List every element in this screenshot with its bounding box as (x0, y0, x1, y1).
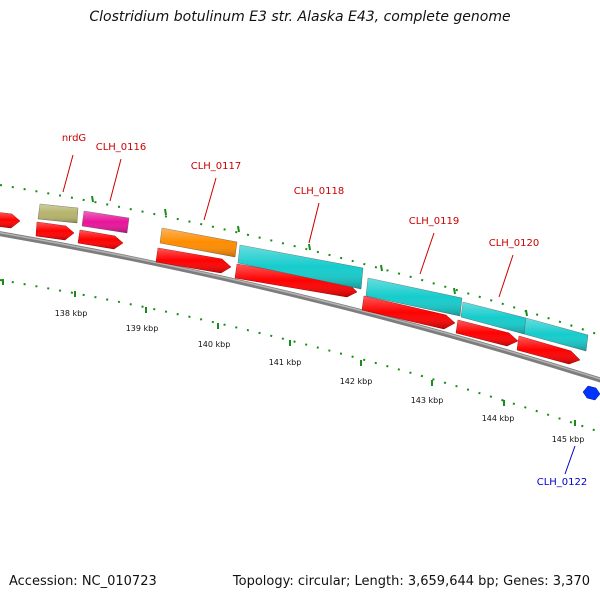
scale-label: 141 kbp (269, 358, 302, 367)
map-title: Clostridium botulinum E3 str. Alaska E43… (89, 9, 511, 25)
gene-label-CLH_0117[interactable]: CLH_0117 (191, 161, 242, 172)
scale-label: 138 kbp (55, 309, 88, 318)
gene-box-CLH_0122[interactable] (582, 385, 600, 401)
gene-label-CLH_0118[interactable]: CLH_0118 (294, 186, 345, 197)
gene-label-nrdG[interactable]: nrdG (62, 133, 86, 144)
gene-label-CLH_0122[interactable]: CLH_0122 (537, 477, 588, 488)
scale-label: 142 kbp (340, 377, 373, 386)
scale-label: 143 kbp (411, 396, 444, 405)
gene-label-CLH_0119[interactable]: CLH_0119 (409, 216, 460, 227)
scale-label: 139 kbp (126, 324, 159, 333)
genome-summary: Topology: circular; Length: 3,659,644 bp… (232, 574, 590, 589)
outer-major-ticks (91, 195, 528, 317)
label-leaders (62, 154, 514, 298)
label-leader-CLH_0122 (564, 445, 576, 475)
gene-label-CLH_0116[interactable]: CLH_0116 (96, 142, 147, 153)
inner-tick-track (0, 279, 600, 433)
gene-label-CLH_0120[interactable]: CLH_0120 (489, 238, 540, 249)
genome-backbone (0, 231, 600, 383)
scale-label: 140 kbp (198, 340, 231, 349)
outer-tick-track (0, 184, 600, 336)
accession-label: Accession: NC_010723 (9, 574, 157, 589)
scale-label: 145 kbp (552, 435, 585, 444)
scale-label: 144 kbp (482, 414, 515, 423)
inner-major-ticks (2, 279, 576, 426)
genome-backbone-highlight (0, 231, 600, 380)
